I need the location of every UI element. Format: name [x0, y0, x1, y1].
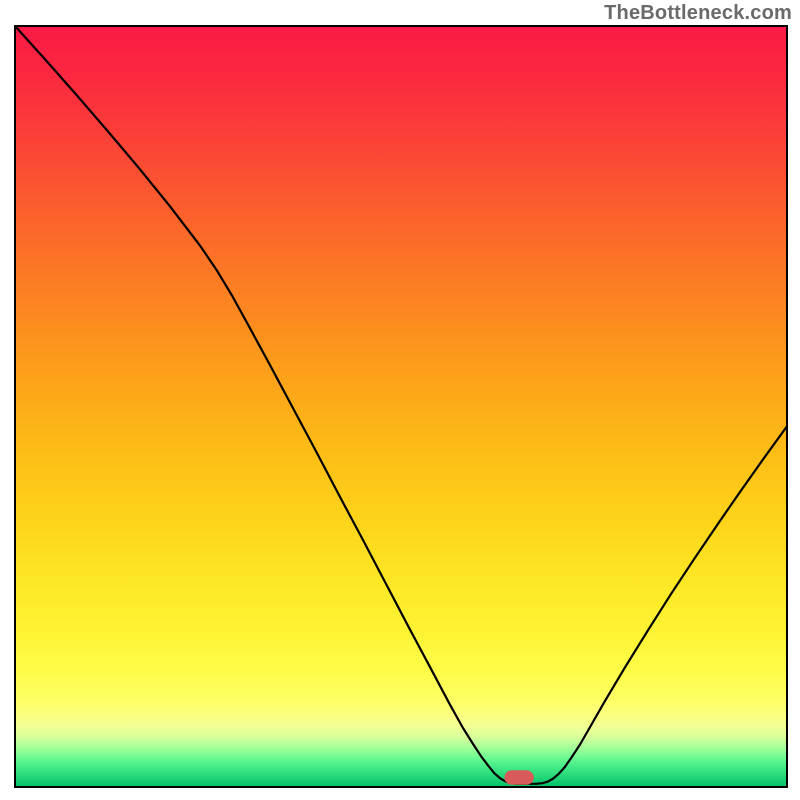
plot-background: [15, 26, 787, 787]
watermark-text: TheBottleneck.com: [604, 2, 792, 25]
optimal-point-marker: [504, 770, 533, 784]
plot-svg: [0, 0, 800, 800]
figure-container: TheBottleneck.com: [0, 0, 800, 800]
